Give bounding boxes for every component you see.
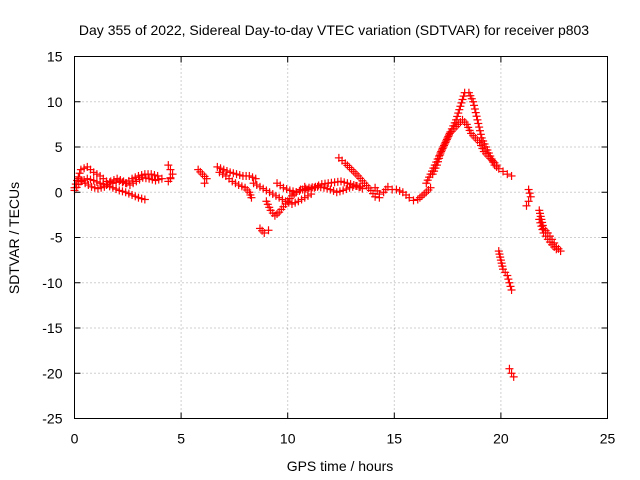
data-point — [537, 222, 546, 231]
data-point — [375, 190, 384, 199]
data-point — [536, 218, 545, 227]
y-tick-label: -25 — [42, 411, 62, 427]
data-point — [472, 112, 481, 121]
data-point — [507, 171, 516, 180]
y-tick-label: -5 — [50, 230, 63, 246]
data-point — [166, 165, 175, 174]
data-point — [505, 278, 514, 287]
data-point — [538, 225, 547, 234]
data-point — [503, 271, 512, 280]
y-tick-label: -20 — [42, 365, 62, 381]
x-tick-label: 0 — [71, 431, 79, 447]
data-point — [371, 192, 380, 201]
data-point — [358, 184, 367, 193]
x-tick-label: 15 — [387, 431, 403, 447]
data-point — [473, 115, 482, 124]
data-point — [434, 157, 443, 166]
data-point — [75, 169, 84, 178]
data-point — [535, 215, 544, 224]
data-point — [260, 228, 269, 237]
y-tick-label: 0 — [55, 184, 63, 200]
data-point — [153, 171, 162, 180]
data-point — [251, 174, 260, 183]
data-point — [436, 150, 445, 159]
x-tick-label: 10 — [280, 431, 296, 447]
data-point — [476, 130, 485, 139]
data-point — [499, 167, 508, 176]
data-point — [202, 174, 211, 183]
data-point — [470, 101, 479, 110]
chart-title: Day 355 of 2022, Sidereal Day-to-day VTE… — [79, 22, 589, 38]
data-point — [166, 174, 175, 183]
data-point — [435, 154, 444, 163]
data-point — [471, 108, 480, 117]
data-point — [504, 275, 513, 284]
plot-frame — [74, 56, 608, 419]
data-point — [525, 189, 534, 198]
data-point — [552, 245, 561, 254]
x-tick-label: 5 — [177, 431, 185, 447]
data-point — [453, 112, 462, 121]
y-tick-label: -10 — [42, 275, 62, 291]
data-point — [524, 185, 533, 194]
data-point — [505, 364, 514, 373]
data-point — [469, 97, 478, 106]
data-point — [456, 102, 465, 111]
data-point — [556, 247, 565, 256]
data-point — [457, 98, 466, 107]
data-point — [455, 105, 464, 114]
data-point — [459, 92, 468, 101]
data-point — [432, 161, 441, 170]
data-point — [475, 123, 484, 132]
data-point — [157, 174, 166, 183]
data-point — [164, 161, 173, 170]
data-point — [509, 372, 518, 381]
y-tick-label: -15 — [42, 320, 62, 336]
y-tick-label: 15 — [47, 49, 63, 65]
x-axis-label: GPS time / hours — [287, 458, 394, 474]
data-point — [470, 104, 479, 113]
data-point — [383, 182, 392, 191]
data-points — [70, 88, 565, 381]
data-point — [405, 193, 414, 202]
data-point — [264, 226, 273, 235]
data-point — [503, 170, 512, 179]
data-point — [454, 109, 463, 118]
data-point — [524, 197, 533, 206]
data-point — [426, 183, 435, 192]
data-point — [200, 179, 209, 188]
y-tick-labels: 15 10 5 0 -5 -10 -15 -20 -25 — [42, 49, 62, 427]
data-point — [247, 193, 256, 202]
data-point — [140, 195, 149, 204]
x-tick-labels: 0 5 10 15 20 25 — [71, 431, 616, 447]
data-point — [409, 196, 418, 205]
y-tick-label: 10 — [47, 94, 63, 110]
data-point — [526, 192, 535, 201]
data-point — [476, 126, 485, 135]
x-tick-label: 20 — [493, 431, 509, 447]
data-point — [507, 285, 516, 294]
data-point — [474, 119, 483, 128]
data-point — [522, 201, 531, 210]
x-tick-label: 25 — [600, 431, 616, 447]
grid-lines — [74, 56, 608, 419]
data-point — [506, 282, 515, 291]
y-axis-label: SDTVAR / TECUs — [6, 182, 22, 294]
y-tick-label: 5 — [55, 139, 63, 155]
data-point — [458, 95, 467, 104]
data-point — [492, 161, 501, 170]
